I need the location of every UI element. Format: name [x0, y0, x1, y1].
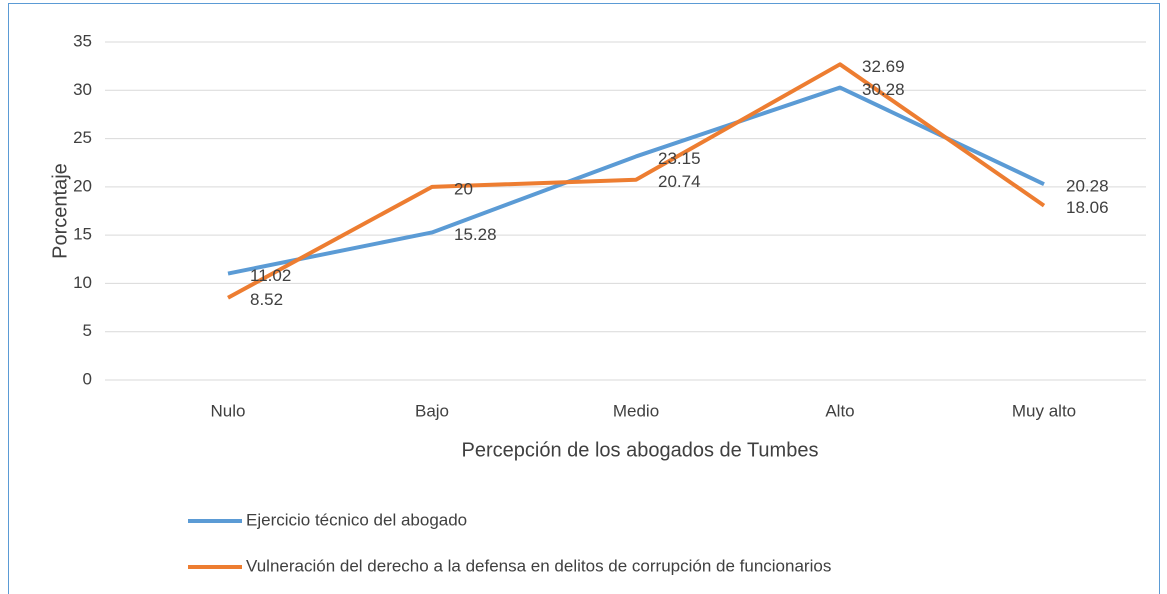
y-tick-label: 25: [73, 128, 92, 147]
series-line: [227, 85, 1045, 276]
x-tick-label: Nulo: [211, 401, 246, 420]
y-tick-label: 5: [83, 321, 92, 340]
y-tick-label: 30: [73, 80, 92, 99]
y-tick-label: 10: [73, 273, 92, 292]
data-label: 15.28: [454, 225, 497, 244]
data-label: 23.15: [658, 149, 701, 168]
chart-border: [8, 3, 1160, 594]
y-tick-label: 15: [73, 225, 92, 244]
data-label: 18.06: [1066, 198, 1109, 217]
data-label: 32.69: [862, 57, 905, 76]
y-tick-label: 20: [73, 176, 92, 195]
x-axis-label: Percepción de los abogados de Tumbes: [462, 439, 819, 461]
x-tick-label: Alto: [825, 401, 854, 420]
legend-label: Ejercicio técnico del abogado: [246, 510, 467, 529]
data-label: 11.02: [250, 266, 291, 285]
x-tick-label: Medio: [613, 401, 659, 420]
data-label: 20.28: [1066, 177, 1109, 196]
y-tick-label: 35: [73, 31, 92, 50]
y-tick-label: 0: [83, 369, 92, 388]
data-label: 8.52: [250, 290, 283, 309]
y-axis-label: Porcentaje: [49, 163, 71, 259]
data-label: 20.74: [658, 172, 701, 191]
legend-label: Vulneración del derecho a la defensa en …: [246, 556, 831, 575]
x-tick-label: Muy alto: [1012, 401, 1076, 420]
data-label: 30.28: [862, 80, 905, 99]
x-tick-label: Bajo: [415, 401, 449, 420]
series-line: [227, 62, 1046, 300]
data-label: 20: [454, 179, 473, 198]
